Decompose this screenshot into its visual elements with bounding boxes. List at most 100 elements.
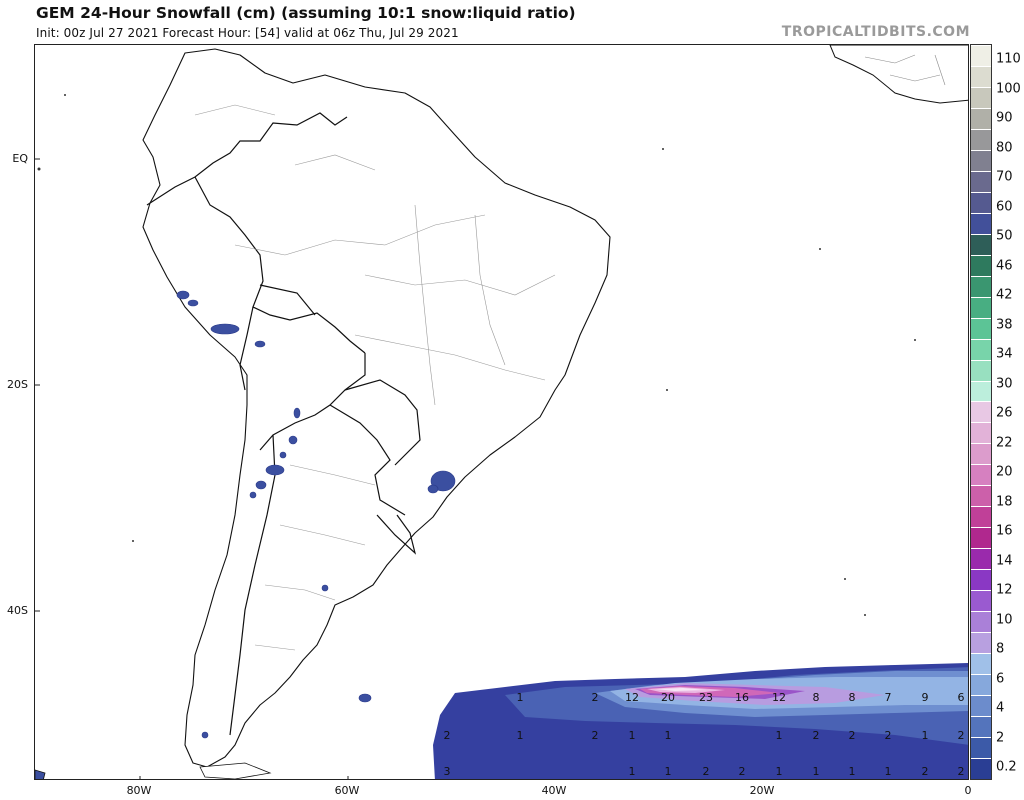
colorbar-swatch [971, 45, 991, 66]
country-borders [146, 112, 421, 736]
lat-label-eq: EQ [12, 152, 28, 165]
snow-label: 8 [813, 691, 820, 704]
colorbar-tick-label: 42 [996, 287, 1013, 303]
snow-label: 2 [885, 729, 892, 742]
lon-label-80w: 80W [126, 784, 152, 797]
colorbar-swatch [971, 757, 991, 779]
colorbar-swatch [971, 170, 991, 192]
snow-label: 1 [776, 729, 783, 742]
snow-label: 2 [958, 729, 965, 742]
colorbar-swatch [971, 464, 991, 486]
south-america-coastline [142, 48, 611, 768]
colorbar-swatch [971, 296, 991, 318]
colorbar-swatch [971, 736, 991, 758]
colorbar-tick-label: 50 [996, 228, 1013, 244]
colorbar-swatch [971, 380, 991, 402]
snow-label: 9 [922, 691, 929, 704]
snow-label: 1 [885, 765, 892, 778]
colorbar-swatch [971, 632, 991, 654]
snow-label: 12 [772, 691, 786, 704]
colorbar-tick-label: 38 [996, 317, 1013, 332]
snow-label: 1 [776, 765, 783, 778]
snow-label: 1 [517, 691, 524, 704]
snow-label: 2 [739, 765, 746, 778]
colorbar-swatch [971, 506, 991, 528]
colorbar-swatch [971, 338, 991, 360]
colorbar-tick-label: 0.2 [996, 759, 1017, 775]
colorbar-tick-label: 16 [996, 523, 1013, 539]
snow-label: 1 [629, 729, 636, 742]
lat-label-40s: 40S [7, 604, 28, 617]
map-canvas: 1 2 12 20 23 16 12 8 8 7 9 6 2 1 2 1 1 1… [35, 45, 968, 779]
colorbar-swatch [971, 485, 991, 507]
colorbar-swatch [971, 422, 991, 444]
colorbar-tick-label: 14 [996, 553, 1013, 568]
colorbar [970, 44, 992, 780]
snow-label: 2 [703, 765, 710, 778]
colorbar-swatch [971, 443, 991, 465]
colorbar-tick-label: 18 [996, 494, 1013, 509]
snow-label: 1 [629, 765, 636, 778]
colorbar-tick-label: 70 [996, 169, 1013, 185]
lon-label-0: 0 [964, 784, 972, 797]
africa-borders [864, 54, 946, 86]
colorbar-swatch [971, 527, 991, 549]
colorbar-swatch [971, 401, 991, 423]
colorbar-swatch [971, 359, 991, 381]
snow-label: 1 [665, 765, 672, 778]
colorbar-tick-label: 8 [996, 641, 1005, 657]
colorbar-tick-label: 100 [996, 81, 1021, 96]
state-borders [194, 104, 556, 651]
snowfall-band [433, 663, 968, 779]
snow-label: 2 [922, 765, 929, 778]
map-panel: 1 2 12 20 23 16 12 8 8 7 9 6 2 1 2 1 1 1… [34, 44, 969, 780]
colorbar-tick-label: 60 [996, 199, 1013, 214]
colorbar-tick-label: 110 [996, 51, 1021, 67]
snow-label: 2 [592, 691, 599, 704]
lon-label-20w: 20W [749, 784, 775, 797]
snow-label: 2 [958, 765, 965, 778]
credit-watermark: TROPICALTIDBITS.COM [781, 24, 970, 40]
colorbar-tick-label: 26 [996, 405, 1013, 421]
snow-label: 8 [849, 691, 856, 704]
colorbar-swatch [971, 695, 991, 716]
colorbar-tick-label: 2 [996, 730, 1005, 745]
colorbar-swatch [971, 611, 991, 633]
snow-label: 2 [813, 729, 820, 742]
colorbar-tick-label: 20 [996, 464, 1013, 480]
lon-label-60w: 60W [334, 784, 360, 797]
colorbar-swatch [971, 149, 991, 171]
colorbar-swatch [971, 653, 991, 675]
colorbar-tick-label: 12 [996, 582, 1013, 598]
colorbar-swatch [971, 590, 991, 612]
colorbar-swatch [971, 212, 991, 234]
colorbar-tick-label: 80 [996, 140, 1013, 155]
colorbar-swatch [971, 716, 991, 737]
snow-label: 2 [444, 729, 451, 742]
colorbar-tick-label: 34 [996, 346, 1013, 362]
lon-label-40w: 40W [541, 784, 567, 797]
colorbar-swatch [971, 548, 991, 570]
snow-label: 2 [849, 729, 856, 742]
snow-label: 23 [699, 691, 713, 704]
snow-label: 20 [661, 691, 675, 704]
snow-label: 1 [922, 729, 929, 742]
inland-snow-patches [176, 290, 456, 739]
colorbar-swatch [971, 317, 991, 339]
tierra-del-fuego [35, 762, 272, 779]
colorbar-tick-label: 6 [996, 671, 1005, 686]
colorbar-swatch [971, 254, 991, 276]
snow-amount-labels: 1 2 12 20 23 16 12 8 8 7 9 6 2 1 2 1 1 1… [444, 691, 965, 778]
colorbar-swatch [971, 191, 991, 213]
map-subtitle: Init: 00z Jul 27 2021 Forecast Hour: [54… [36, 26, 459, 40]
colorbar-swatch [971, 107, 991, 129]
colorbar-tick-label: 46 [996, 258, 1013, 273]
snow-label: 7 [885, 691, 892, 704]
snow-label: 1 [517, 729, 524, 742]
colorbar-swatch [971, 569, 991, 591]
africa-coastline [829, 45, 968, 104]
snow-label: 6 [958, 691, 965, 704]
colorbar-swatch [971, 275, 991, 297]
snow-label: 16 [735, 691, 749, 704]
colorbar-swatch [971, 128, 991, 150]
